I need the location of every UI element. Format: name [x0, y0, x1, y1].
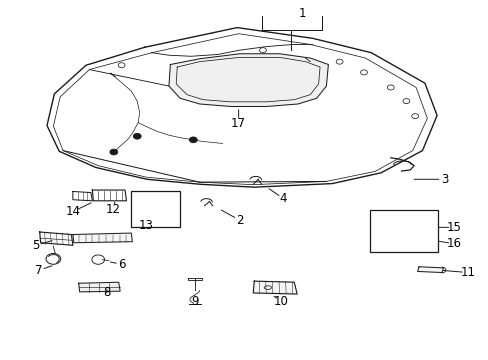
- Polygon shape: [168, 54, 328, 107]
- Polygon shape: [253, 281, 297, 294]
- Circle shape: [189, 137, 197, 143]
- Text: 3: 3: [440, 173, 447, 186]
- Text: 9: 9: [191, 295, 198, 308]
- Polygon shape: [137, 195, 173, 203]
- Text: 16: 16: [446, 237, 461, 250]
- FancyBboxPatch shape: [369, 210, 437, 252]
- Text: 8: 8: [103, 287, 110, 300]
- Circle shape: [133, 134, 141, 139]
- Text: 14: 14: [65, 205, 80, 218]
- Text: 15: 15: [446, 221, 461, 234]
- Text: 6: 6: [118, 258, 125, 271]
- Polygon shape: [79, 282, 120, 292]
- Polygon shape: [374, 215, 427, 225]
- Text: 2: 2: [235, 214, 243, 227]
- Text: 4: 4: [279, 192, 286, 205]
- Polygon shape: [417, 267, 443, 273]
- Text: 11: 11: [459, 266, 474, 279]
- Polygon shape: [131, 192, 180, 227]
- Text: 10: 10: [273, 295, 288, 308]
- Text: 7: 7: [35, 264, 42, 277]
- Text: 5: 5: [32, 239, 40, 252]
- Polygon shape: [73, 233, 132, 243]
- Circle shape: [110, 149, 118, 155]
- Text: 12: 12: [105, 203, 120, 216]
- Polygon shape: [40, 232, 73, 245]
- Text: 17: 17: [231, 117, 245, 130]
- Text: 13: 13: [138, 219, 153, 233]
- Text: 1: 1: [298, 7, 305, 20]
